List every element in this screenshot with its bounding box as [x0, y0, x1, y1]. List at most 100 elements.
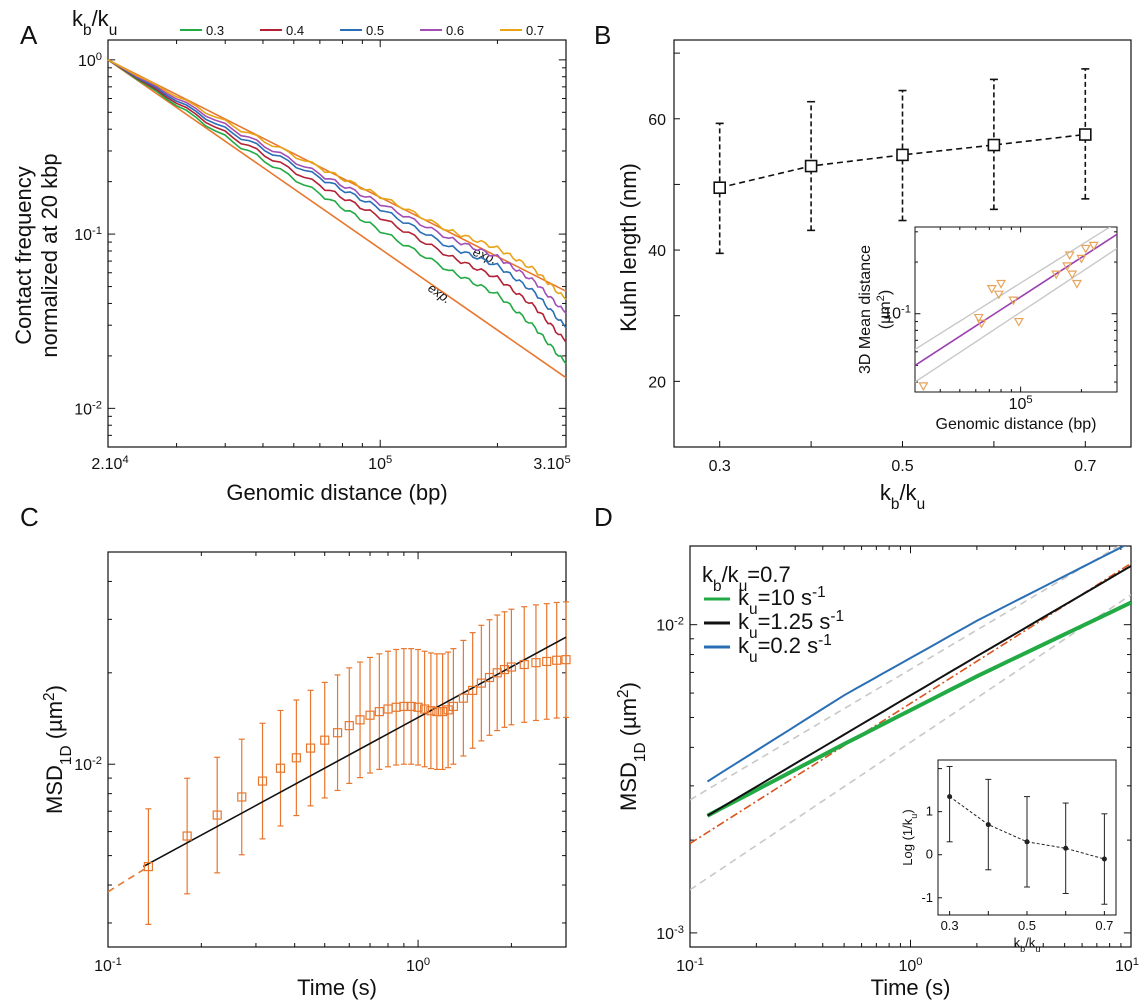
data-point [561, 655, 571, 665]
plot-frame-c [107, 551, 567, 948]
panel-a: exp.exp.2.104 105 3.10510010-110-2Genomic … [11, 6, 571, 505]
x-tick-label: 0.5 [891, 458, 913, 475]
data-point [413, 702, 423, 712]
y-axis-title: Kuhn length (nm) [616, 163, 641, 332]
inset-y-axis-title: Log (1/ku) [900, 809, 919, 865]
data-point [432, 707, 442, 717]
y-tick-label: 10-2 [74, 399, 102, 418]
inset-data-point [1013, 317, 1024, 327]
legend-label: 0.7 [526, 23, 544, 38]
inset-y-tick-label: 0 [926, 847, 933, 862]
inset-data-point [1051, 270, 1062, 280]
data-point [257, 776, 268, 786]
inset-plot [915, 227, 1117, 392]
y-tick-label: 20 [648, 374, 666, 391]
plot-frame-a [107, 39, 567, 448]
inset-x-axis-title: Genomic distance (bp) [936, 416, 1097, 433]
data-point [374, 707, 384, 717]
data-point [713, 181, 727, 195]
legend-title: kb/ku [72, 6, 117, 39]
data-point [531, 658, 541, 668]
data-point [182, 831, 192, 841]
series-line [706, 565, 1131, 817]
data-point [804, 159, 818, 173]
x-axis-title: Time (s) [297, 975, 377, 1000]
series-line [706, 546, 1126, 783]
inset-data-point [973, 313, 984, 323]
legend-label: 0.4 [286, 23, 304, 38]
y-tick-label: 10-3 [656, 924, 684, 943]
data-point [212, 810, 222, 820]
y-axis-title: Contact frequencynormalized at 20 kbp [11, 153, 62, 357]
data-point [275, 763, 286, 773]
series-line [706, 600, 1131, 818]
data-point [355, 715, 365, 725]
data-point [438, 707, 448, 717]
legend-label: ku=0.2 s-1 [738, 632, 832, 666]
panel-b: 0.3 0.5 0.7 20 40 60 kb/ku Kuhn length (nm) 105 1… [616, 39, 1132, 513]
kuhn-length-line [719, 133, 1086, 189]
panel-letter-d: D [594, 502, 613, 532]
data-point [305, 743, 316, 753]
x-tick-label: 10-1 [676, 956, 704, 975]
inset-data-point [1062, 262, 1073, 272]
data-point [506, 662, 517, 672]
reference-line-dashed [690, 594, 1131, 891]
data-point [499, 664, 510, 675]
y-tick-label: 60 [648, 112, 666, 129]
data-point [406, 701, 416, 712]
inset-y-tick-label: 1 [926, 804, 933, 819]
y-tick-label: 100 [78, 51, 102, 70]
x-tick-label: 105 [368, 454, 392, 473]
inset-data-point [1063, 845, 1069, 851]
legend-label: 0.5 [366, 23, 384, 38]
data-point [552, 655, 562, 665]
inset-data-point [1101, 856, 1107, 862]
inset-data-point [947, 794, 953, 800]
data-point [987, 138, 1001, 152]
x-tick-label: 2.104 [91, 454, 128, 473]
series-line-0.6 [107, 59, 567, 315]
inset-frame [914, 226, 1118, 393]
x-tick-label: 100 [406, 956, 430, 975]
data-point [484, 672, 495, 683]
data-point [143, 861, 154, 872]
series-line-0.3 [107, 59, 567, 365]
data-point [320, 735, 330, 745]
inset-y-axis-unit: (µm2) [875, 290, 894, 329]
y-tick-label: 10-2 [74, 755, 102, 774]
inset-y-tick-label: 10-1 [883, 304, 911, 323]
data-point [519, 659, 529, 670]
inset-x-axis-title: kb/ku [1014, 935, 1041, 954]
x-tick-label: 10-1 [94, 956, 122, 975]
series-line-0.7 [107, 59, 567, 301]
data-point [896, 148, 909, 162]
y-tick-label: 10-2 [656, 616, 684, 635]
inset-x-tick-label: 105 [1009, 394, 1033, 413]
data-point [1079, 128, 1092, 141]
inset-data-point [1088, 241, 1099, 251]
data-point [237, 792, 247, 802]
inset-y-tick-label: -1 [921, 890, 933, 905]
inset-data-point [1076, 254, 1087, 264]
panel-c: 10-1 100 10-2 Time (s) MSD1D (µm2) [41, 551, 571, 1000]
x-axis-title: Genomic distance (bp) [226, 480, 447, 505]
inset-data-point [1008, 296, 1019, 306]
series-line-0.4 [107, 59, 567, 343]
inset-data-point [993, 290, 1004, 300]
data-point [448, 701, 458, 712]
x-tick-label: 101 [1115, 956, 1139, 975]
data-point [291, 753, 301, 763]
data-point [476, 678, 486, 688]
inset-data-point [976, 319, 987, 329]
data-point [399, 701, 409, 712]
x-tick-label: 0.7 [1074, 458, 1096, 475]
inset-data-point [1067, 270, 1078, 280]
x-axis-title: Time (s) [871, 975, 951, 1000]
data-point [458, 693, 468, 703]
inset-data-point [996, 279, 1007, 289]
inset-data-point [1064, 251, 1075, 261]
fit-line-solid [142, 636, 567, 868]
